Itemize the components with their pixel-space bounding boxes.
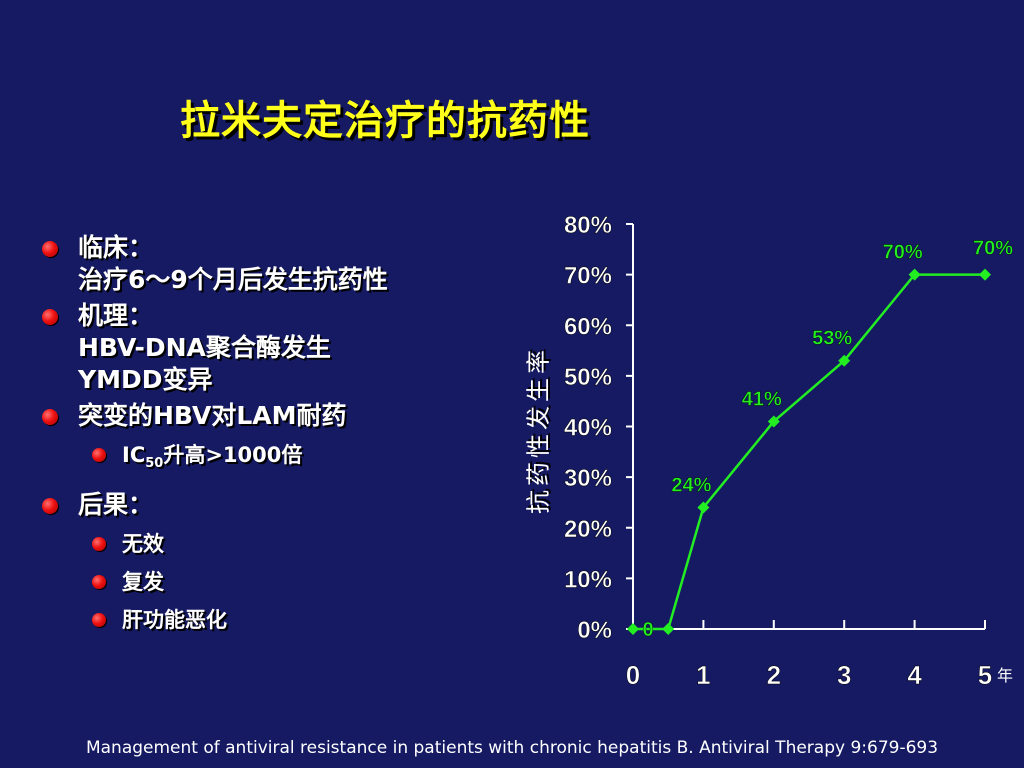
outcome-item: 肝功能恶化 (122, 608, 227, 633)
sub-bullet-dot-icon (92, 613, 106, 628)
x-tick-label: 4 (907, 660, 922, 690)
data-point-marker (697, 501, 710, 514)
slide-title: 拉米夫定治疗的抗药性 (180, 98, 590, 144)
outcome-item: 复发 (122, 570, 164, 595)
bullet-list: 临床： 治疗6～9个月后发生抗药性 机理： HBV-DNA聚合酶发生 YMDD变… (40, 232, 520, 639)
y-tick-label: 20% (564, 516, 612, 543)
y-tick-label: 40% (564, 415, 612, 442)
series-line (633, 273, 985, 631)
sub-bullet-ic50: IC50升高>1000倍 (40, 436, 520, 483)
bullet-resistance: 突变的HBV对LAM耐药 (40, 400, 520, 432)
sub-bullet-liver: 肝功能恶化 (40, 601, 520, 639)
data-label: 70% (883, 242, 923, 264)
bullet-dot-icon (42, 409, 58, 425)
bullet-mechanism-line2: YMDD变异 (78, 365, 213, 394)
sub-bullet-dot-icon (92, 448, 106, 462)
data-label: 70% (973, 238, 1013, 260)
bullet-clinical-head: 临床： (78, 233, 154, 262)
outcome-item: 无效 (122, 532, 164, 557)
y-tick-label: 60% (564, 313, 612, 340)
data-label: 0 (642, 619, 653, 641)
data-point-marker (767, 415, 780, 428)
bullet-mechanism-head: 机理： (78, 301, 154, 330)
bullet-outcome: 后果： (40, 489, 520, 521)
y-tick-label: 30% (564, 465, 612, 492)
x-tick-label: 5 (978, 660, 992, 690)
data-point-marker (662, 623, 675, 635)
sub-bullet-dot-icon (92, 575, 106, 590)
data-point-marker (627, 623, 639, 635)
y-tick-label: 0% (577, 617, 612, 644)
data-point-marker (908, 268, 921, 281)
bullet-resistance-head: 突变的HBV对LAM耐药 (78, 401, 347, 430)
citation: Management of antiviral resistance in pa… (85, 738, 939, 758)
data-point-marker (838, 354, 851, 367)
bullet-clinical-detail: 治疗6～9个月后发生抗药性 (78, 265, 388, 294)
x-tick-label: 2 (767, 660, 781, 690)
bullet-dot-icon (42, 498, 58, 515)
bullet-mechanism-line1: HBV-DNA聚合酶发生 (78, 333, 331, 362)
bullet-mechanism: 机理： HBV-DNA聚合酶发生 YMDD变异 (40, 300, 520, 396)
data-point-marker (979, 268, 991, 281)
data-label: 53% (812, 328, 852, 350)
bullet-clinical: 临床： 治疗6～9个月后发生抗药性 (40, 232, 520, 296)
y-tick-label: 50% (564, 364, 612, 391)
x-tick-label: 0 (626, 660, 640, 690)
data-label: 41% (742, 388, 782, 410)
ic50-suffix: 升高>1000倍 (163, 443, 303, 467)
y-tick-label: 70% (564, 263, 612, 290)
y-tick-label: 80% (564, 212, 612, 239)
x-axis-unit: 年 (997, 666, 1014, 685)
ic50-subscript: 50 (145, 456, 164, 472)
bullet-dot-icon (42, 309, 58, 325)
bullet-dot-icon (42, 241, 58, 257)
x-tick-label: 3 (837, 660, 851, 690)
y-axis-label: 抗药性发生率 (524, 346, 553, 514)
x-tick-label: 1 (696, 660, 710, 690)
y-tick-label: 10% (564, 566, 612, 593)
data-label: 24% (671, 475, 711, 497)
sub-bullet-relapse: 复发 (40, 563, 520, 601)
ic50-prefix: IC (122, 443, 146, 467)
sub-bullet-dot-icon (92, 537, 106, 552)
bullet-outcome-head: 后果： (78, 490, 154, 520)
sub-bullet-ineffective: 无效 (40, 525, 520, 563)
